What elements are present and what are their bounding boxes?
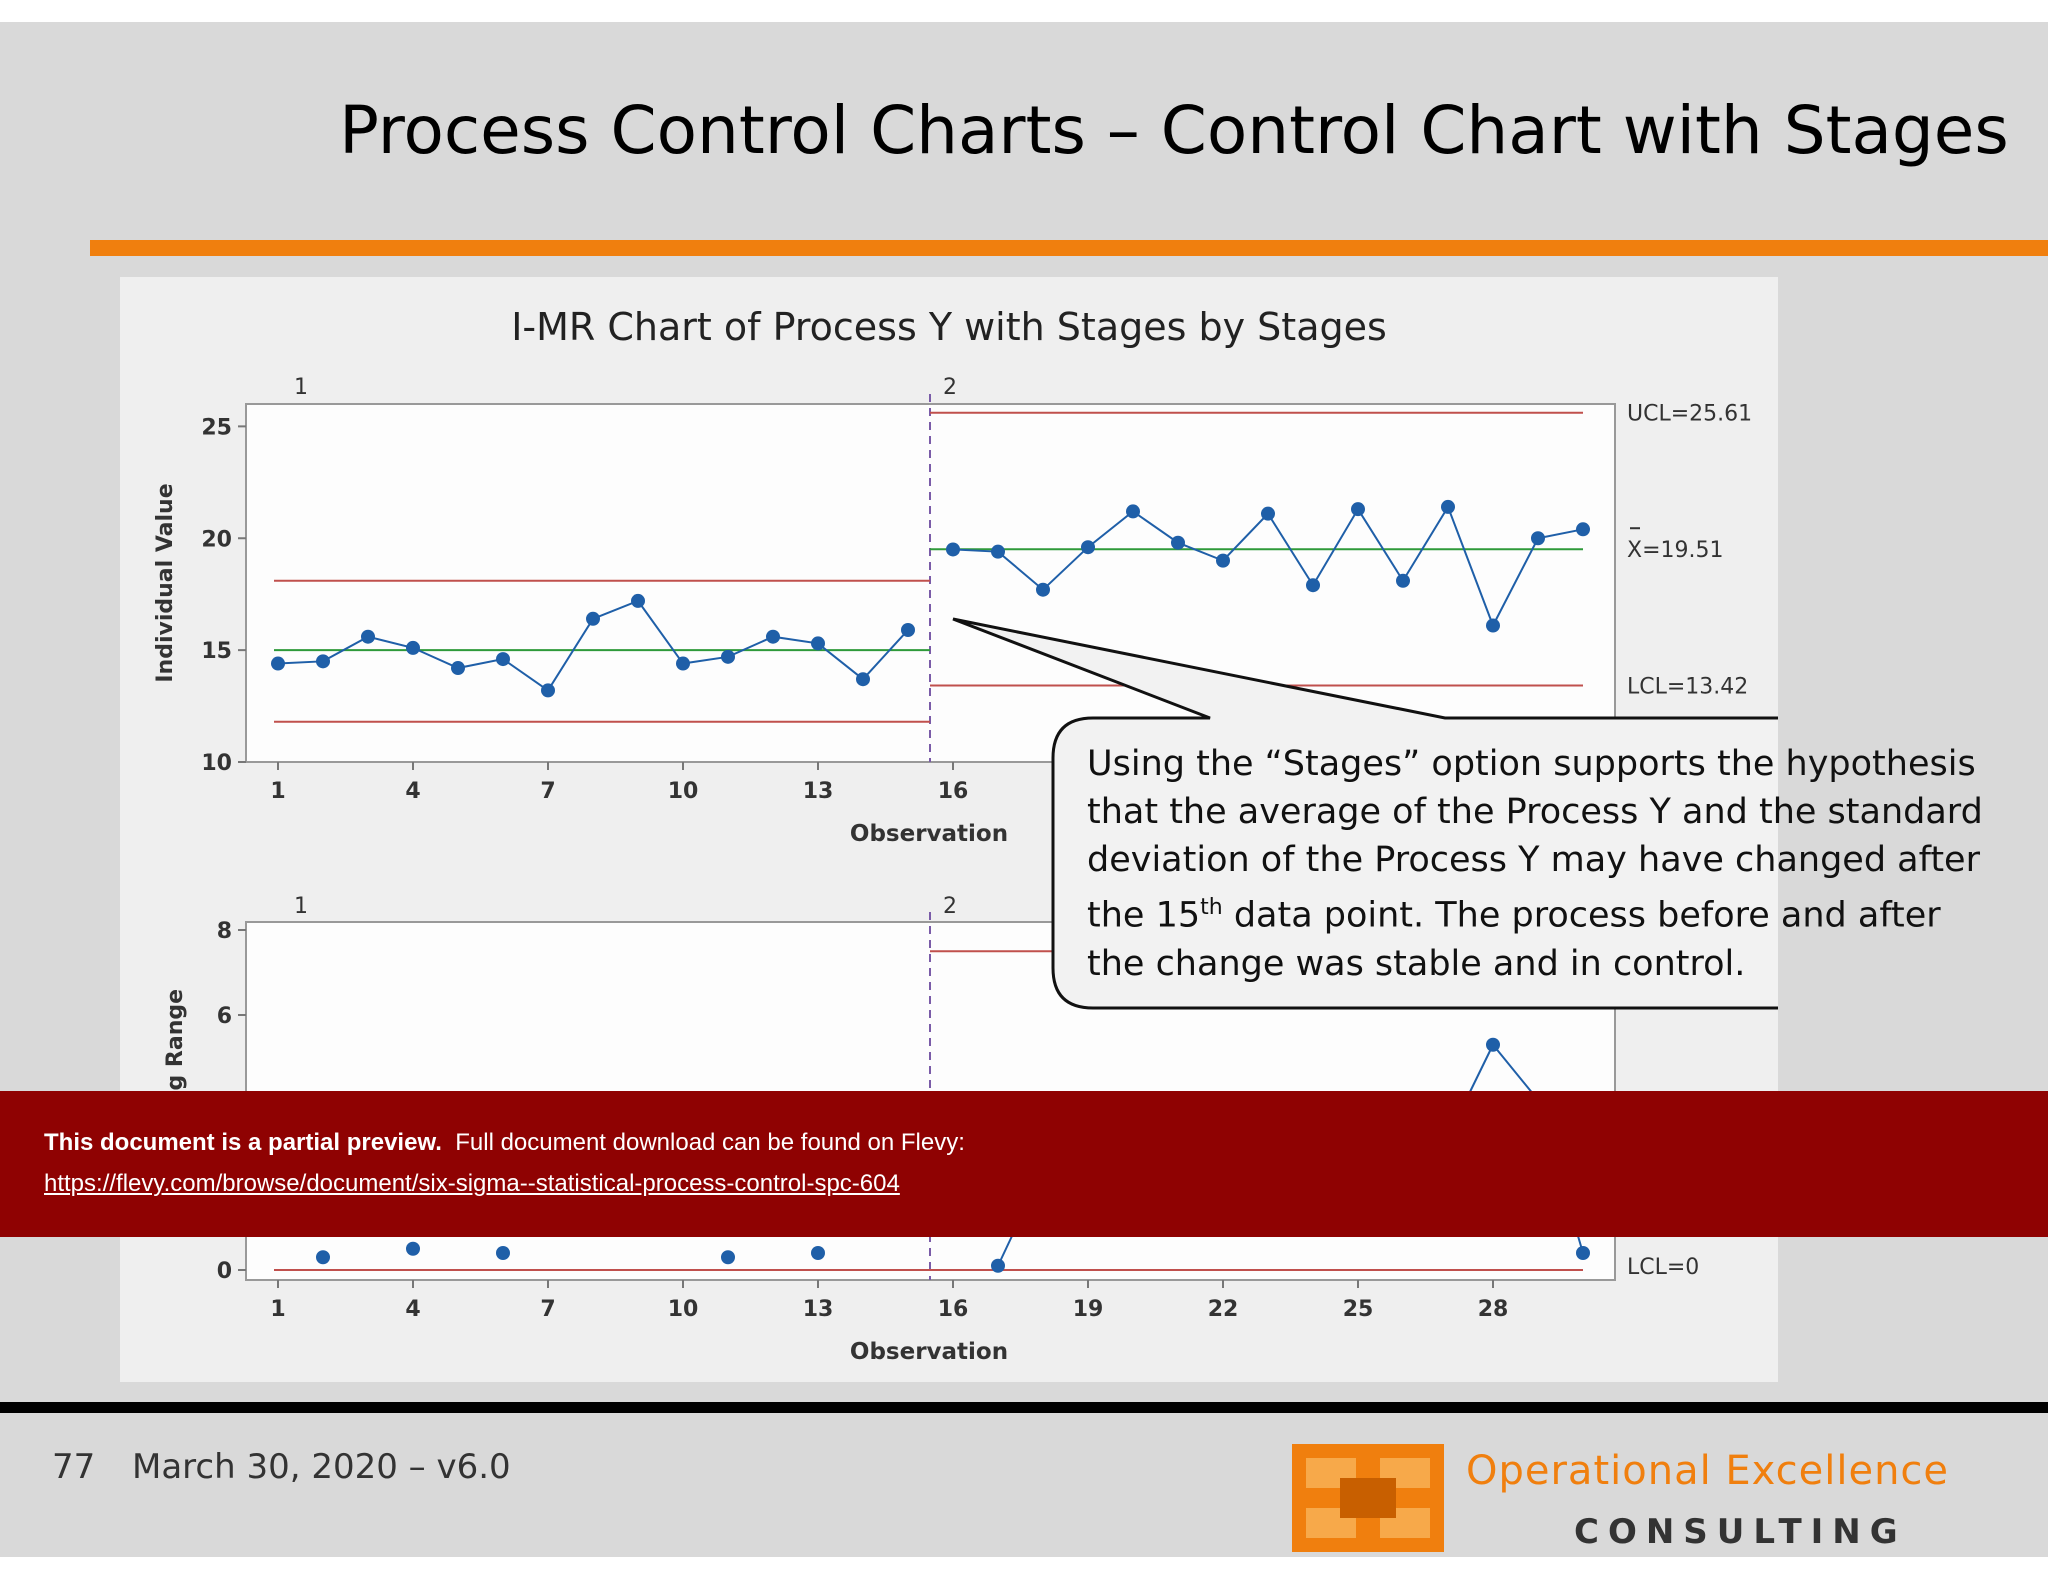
- mr-x-tick-label: 22: [1208, 1297, 1239, 1322]
- mr-x-tick-label: 1: [270, 1297, 285, 1322]
- banner-text: Full document download can be found on F…: [455, 1129, 965, 1156]
- stage-label-2: 2: [943, 375, 957, 400]
- x-tick-label: 10: [668, 779, 699, 804]
- x-tick-label: 1: [270, 779, 285, 804]
- slide-title: Process Control Charts – Control Chart w…: [339, 92, 2009, 169]
- callout-line-2: that the average of the Process Y and th…: [1087, 792, 1983, 832]
- stage-label-1: 1: [294, 375, 308, 400]
- data-point: [676, 656, 690, 671]
- mr-x-tick-label: 10: [668, 1297, 699, 1322]
- mr-x-axis-label: Observation: [850, 1339, 1008, 1365]
- banner-message: This document is a partial preview. Full…: [44, 1129, 965, 1157]
- mr-x-tick-label: 16: [938, 1297, 969, 1322]
- mr-data-point: [1576, 1246, 1590, 1260]
- lcl-label: LCL=13.42: [1627, 674, 1748, 699]
- mr-data-point: [406, 1241, 420, 1256]
- y-tick-label: 25: [201, 415, 232, 440]
- date-version: March 30, 2020 – v6.0: [132, 1447, 511, 1487]
- callout-line-4-suffix: data point. The process before and after: [1222, 895, 1941, 936]
- chart-title: I-MR Chart of Process Y with Stages by S…: [511, 305, 1387, 349]
- y-axis-label: Individual Value: [153, 483, 178, 682]
- data-point: [811, 636, 825, 651]
- banner-bold-text: This document is a partial preview.: [44, 1129, 442, 1156]
- data-point: [1441, 499, 1455, 514]
- mr-x-tick-label: 7: [540, 1297, 555, 1322]
- footer-rule: [0, 1402, 2048, 1413]
- page-number: 77: [52, 1447, 96, 1487]
- data-point: [856, 672, 870, 687]
- title-underline: [90, 240, 2048, 256]
- data-point: [1396, 573, 1410, 588]
- mr-data-point: [811, 1246, 825, 1260]
- mr-lcl-label: LCL=0: [1627, 1255, 1699, 1280]
- callout-line-4-prefix: the 15: [1087, 895, 1201, 936]
- x-tick-label: 16: [938, 779, 969, 804]
- data-point: [271, 656, 285, 671]
- data-point: [1531, 531, 1545, 546]
- slide: Process Control Charts – Control Chart w…: [0, 22, 2048, 1557]
- data-point: [991, 544, 1005, 559]
- mr-x-tick-label: 4: [405, 1297, 420, 1322]
- mr-y-tick-label: 8: [217, 919, 232, 944]
- y-tick-label: 20: [201, 527, 232, 552]
- callout-bubble: [952, 617, 1778, 1010]
- mr-x-tick-label: 28: [1478, 1297, 1509, 1322]
- ucl-label: UCL=25.61: [1627, 402, 1752, 427]
- data-point: [901, 622, 915, 637]
- data-point: [406, 640, 420, 655]
- mr-data-point: [721, 1250, 735, 1265]
- data-point: [451, 661, 465, 676]
- callout-line-3: deviation of the Process Y may have chan…: [1087, 840, 1980, 880]
- x-tick-label: 13: [803, 779, 834, 804]
- center-label: X=19.51: [1627, 538, 1724, 563]
- mr-y-tick-label: 6: [217, 1004, 232, 1029]
- mr-x-tick-label: 13: [803, 1297, 834, 1322]
- x-axis-label: Observation: [850, 821, 1008, 847]
- data-point: [316, 654, 330, 669]
- callout-superscript: th: [1200, 895, 1223, 920]
- callout-line-1: Using the “Stages” option supports the h…: [1087, 744, 1976, 784]
- banner-link[interactable]: https://flevy.com/browse/document/six-si…: [44, 1170, 900, 1197]
- data-point: [1036, 582, 1050, 597]
- data-point: [1261, 506, 1275, 521]
- logo-wordmark: Operational Excellence: [1466, 1448, 1950, 1494]
- data-point: [1486, 618, 1500, 633]
- preview-banner: This document is a partial preview. Full…: [0, 1091, 2048, 1237]
- data-point: [1351, 502, 1365, 517]
- mr-y-tick-label: 0: [217, 1259, 232, 1284]
- data-point: [946, 542, 960, 557]
- data-point: [541, 683, 555, 698]
- mr-series-segment: [1465, 1044, 1494, 1101]
- mr-data-point: [991, 1258, 1005, 1273]
- callout-line-4: the 15th data point. The process before …: [1087, 884, 1987, 940]
- y-tick-label: 10: [201, 751, 232, 776]
- data-point: [1306, 578, 1320, 593]
- data-point: [1171, 535, 1185, 550]
- mr-stage-label-2: 2: [943, 894, 957, 919]
- data-point: [1576, 522, 1590, 537]
- data-point: [631, 593, 645, 608]
- mr-stage-label-1: 1: [294, 894, 308, 919]
- mr-data-point: [316, 1250, 330, 1265]
- x-tick-label: 4: [405, 779, 420, 804]
- logo-subword: CONSULTING: [1574, 1512, 1907, 1552]
- mr-data-point: [1486, 1037, 1500, 1052]
- mr-x-tick-label: 25: [1343, 1297, 1374, 1322]
- x-tick-label: 7: [540, 779, 555, 804]
- data-point: [1126, 504, 1140, 519]
- y-tick-label: 15: [201, 639, 232, 664]
- data-point: [586, 611, 600, 626]
- data-point: [766, 629, 780, 644]
- logo-mark: [1292, 1444, 1444, 1552]
- data-point: [361, 629, 375, 644]
- data-point: [496, 652, 510, 667]
- mr-data-point: [496, 1246, 510, 1260]
- mr-x-tick-label: 19: [1073, 1297, 1104, 1322]
- callout-text: Using the “Stages” option supports the h…: [1087, 740, 1987, 988]
- data-point: [1081, 540, 1095, 555]
- data-point: [721, 649, 735, 664]
- callout-line-5: the change was stable and in control.: [1087, 943, 1746, 984]
- data-point: [1216, 553, 1230, 568]
